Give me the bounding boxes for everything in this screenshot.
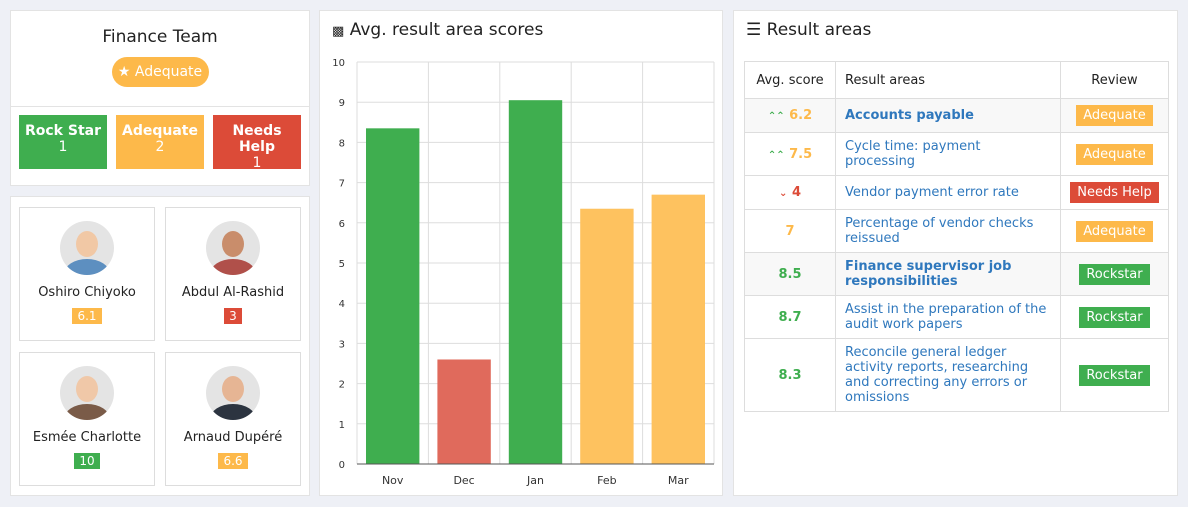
- table-row: 8.7 Assist in the preparation of the aud…: [744, 295, 1169, 339]
- team-status-badge: ★ Adequate: [111, 57, 209, 87]
- header-avg-score: Avg. score: [744, 61, 836, 99]
- avg-score: 8.7: [744, 295, 836, 339]
- review-badge: Needs Help: [1070, 182, 1159, 203]
- member-score-badge: 6.1: [72, 308, 102, 324]
- member-card[interactable]: Arnaud Dupéré 6.6: [165, 352, 301, 486]
- member-score-badge: 3: [224, 308, 242, 324]
- y-tick-label: 1: [339, 420, 345, 431]
- x-tick-label: Feb: [597, 474, 616, 487]
- review-badge: Adequate: [1076, 220, 1153, 242]
- result-area-link[interactable]: Assist in the preparation of the audit w…: [835, 295, 1061, 339]
- avatar: [60, 221, 114, 275]
- member-score-badge: 6.6: [218, 453, 248, 469]
- review-badge: Rockstar: [1079, 306, 1150, 328]
- y-tick-label: 4: [339, 299, 345, 310]
- avg-score: ⌄ 4: [744, 175, 836, 210]
- table-row: 8.5 Finance supervisor job responsibilit…: [744, 252, 1169, 296]
- member-card[interactable]: Oshiro Chiyoko 6.1: [19, 207, 155, 341]
- bar-mar: [651, 194, 705, 464]
- review-cell: Rockstar: [1060, 338, 1169, 412]
- result-areas-title: ☰ Result areas: [746, 20, 872, 40]
- y-tick-label: 3: [339, 339, 345, 350]
- y-tick-label: 8: [339, 138, 345, 149]
- trend-up-icon: ⌃⌃: [767, 111, 785, 122]
- table-row: ⌃⌃ 6.2 Accounts payable Adequate: [744, 98, 1169, 133]
- bar-dec: [437, 359, 491, 464]
- result-area-link[interactable]: Cycle time: payment processing: [835, 132, 1061, 176]
- member-card[interactable]: Abdul Al-Rashid 3: [165, 207, 301, 341]
- y-tick-label: 2: [339, 380, 345, 391]
- table-row: 7 Percentage of vendor checks reissued A…: [744, 209, 1169, 253]
- avg-score: ⌃⌃ 7.5: [744, 132, 836, 176]
- review-badge: Adequate: [1076, 143, 1153, 165]
- table-row: 8.3 Reconcile general ledger activity re…: [744, 338, 1169, 412]
- avatar: [206, 366, 260, 420]
- member-name: Esmée Charlotte: [32, 430, 142, 445]
- review-badge: Adequate: [1076, 105, 1153, 126]
- result-areas-panel: ☰ Result areas Avg. score Result areas R…: [733, 10, 1178, 496]
- trend-up-icon: ⌃⌃: [767, 149, 785, 161]
- review-cell: Adequate: [1060, 209, 1169, 253]
- x-tick-label: Mar: [668, 474, 689, 487]
- team-summary-panel: Finance Team ★ Adequate Rock Star 1 Adequa…: [10, 10, 310, 186]
- stat-box[interactable]: Needs Help 1: [213, 115, 301, 171]
- review-cell: Needs Help: [1060, 175, 1169, 210]
- result-area-link[interactable]: Finance supervisor job responsibilities: [835, 252, 1061, 296]
- review-cell: Rockstar: [1060, 295, 1169, 339]
- avatar: [60, 366, 114, 420]
- y-tick-label: 6: [339, 219, 345, 230]
- result-areas-table: Avg. score Result areas Review ⌃⌃ 6.2 Ac…: [744, 61, 1169, 412]
- bar-chart: 0 1 2 3 4 5 6 7 8 9 10 Nov Dec Jan Feb Mar: [332, 58, 715, 487]
- bar-nov: [366, 128, 420, 464]
- y-tick-label: 5: [339, 259, 345, 270]
- avg-score: ⌃⌃ 6.2: [744, 98, 836, 133]
- member-score-badge: 10: [74, 453, 100, 469]
- bar-chart-icon: ▩: [332, 24, 345, 39]
- bar-jan: [508, 100, 563, 464]
- bar-feb: [580, 208, 634, 464]
- y-tick-label: 7: [339, 179, 345, 190]
- review-cell: Adequate: [1060, 132, 1169, 176]
- member-name: Oshiro Chiyoko: [38, 285, 136, 300]
- chart-panel: ▩ Avg. result area scores 0 1 2 3 4 5 6 7 8 9 10 No…: [319, 10, 723, 496]
- y-tick-label: 9: [339, 98, 345, 109]
- table-row: ⌄ 4 Vendor payment error rate Needs Help: [744, 175, 1169, 210]
- avg-score: 8.3: [744, 338, 836, 412]
- member-card[interactable]: Esmée Charlotte 10: [19, 352, 155, 486]
- result-area-link[interactable]: Vendor payment error rate: [835, 175, 1061, 210]
- review-badge: Rockstar: [1079, 364, 1150, 386]
- x-tick-label: Jan: [526, 474, 544, 487]
- header-result-areas: Result areas: [835, 61, 1061, 99]
- member-name: Abdul Al-Rashid: [181, 285, 285, 300]
- result-area-link[interactable]: Percentage of vendor checks reissued: [835, 209, 1061, 253]
- chart-title: ▩ Avg. result area scores: [332, 20, 544, 40]
- avg-score: 8.5: [744, 252, 836, 296]
- table-row: ⌃⌃ 7.5 Cycle time: payment processing Ad…: [744, 132, 1169, 176]
- sliders-icon: ☰: [746, 20, 762, 40]
- member-name: Arnaud Dupéré: [183, 430, 283, 445]
- team-name: Finance Team: [102, 27, 218, 47]
- result-area-link[interactable]: Accounts payable: [835, 98, 1061, 133]
- header-review: Review: [1060, 61, 1169, 99]
- x-tick-label: Dec: [453, 474, 474, 487]
- review-cell: Rockstar: [1060, 252, 1169, 296]
- avatar: [206, 221, 260, 275]
- review-cell: Adequate: [1060, 98, 1169, 133]
- members-panel: Oshiro Chiyoko 6.1 Abdul Al-Rashid 3 Esm…: [10, 196, 310, 496]
- divider: [11, 106, 309, 107]
- y-tick-label: 10: [332, 58, 345, 69]
- trend-down-icon: ⌄: [779, 188, 788, 199]
- stat-box[interactable]: Adequate 2: [116, 115, 204, 169]
- review-badge: Rockstar: [1079, 263, 1150, 285]
- result-area-link[interactable]: Reconcile general ledger activity report…: [835, 338, 1061, 412]
- avg-score: 7: [744, 209, 836, 253]
- y-tick-label: 0: [339, 460, 345, 471]
- x-tick-label: Nov: [382, 474, 404, 487]
- stat-box[interactable]: Rock Star 1: [19, 115, 107, 169]
